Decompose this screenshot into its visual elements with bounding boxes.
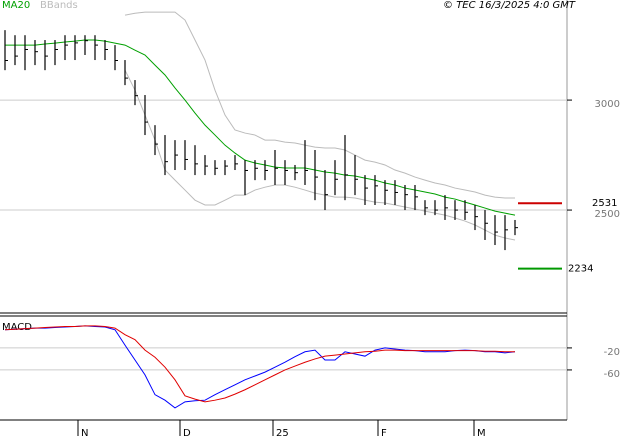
ma-line xyxy=(5,39,516,216)
y-tick-label: -20 xyxy=(604,347,620,358)
x-tick-label: D xyxy=(183,428,191,439)
x-tick-label: M xyxy=(477,428,486,439)
y-tick-label: 2500 xyxy=(595,209,620,220)
x-tick-label: 25 xyxy=(276,428,289,439)
legend-entry: MA20 xyxy=(2,0,30,11)
y-tick-label: -60 xyxy=(604,369,620,380)
macd-line xyxy=(4,325,515,403)
y-tick-label: 3000 xyxy=(595,99,620,110)
price-marker-label: 2234 xyxy=(568,264,593,275)
price-marker-label: 2531 xyxy=(592,198,617,209)
credit: © TEC 16/3/2025 4:0 GMT xyxy=(443,0,576,11)
x-tick-label: N xyxy=(81,428,88,439)
band-lower xyxy=(124,69,516,241)
legend-entry: BBands xyxy=(40,0,78,11)
band-upper xyxy=(124,11,515,199)
panel-title: MACD xyxy=(2,322,32,333)
x-tick-label: F xyxy=(381,428,387,439)
